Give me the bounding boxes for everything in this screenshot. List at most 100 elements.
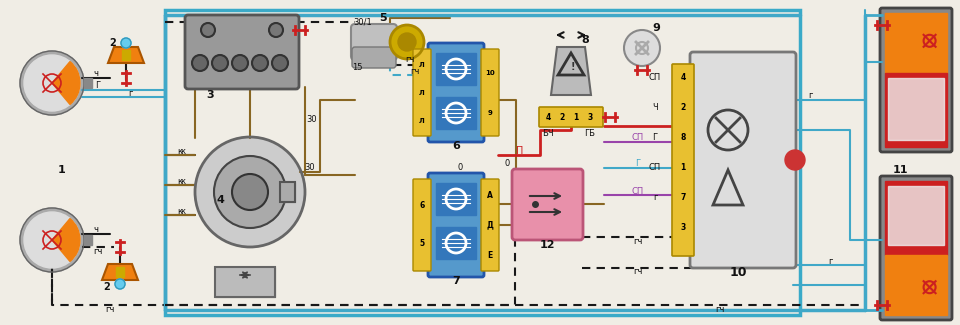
Text: 2: 2: [104, 282, 110, 292]
Text: 15: 15: [351, 62, 362, 72]
FancyBboxPatch shape: [539, 107, 603, 127]
Circle shape: [252, 55, 268, 71]
Text: Г: Г: [636, 160, 640, 168]
FancyBboxPatch shape: [413, 49, 431, 136]
Circle shape: [785, 150, 805, 170]
Text: гч: гч: [93, 248, 103, 256]
Polygon shape: [108, 47, 144, 63]
Text: 10: 10: [730, 266, 747, 280]
Bar: [436, 53, 476, 85]
Bar: [215, 267, 275, 297]
FancyBboxPatch shape: [428, 173, 484, 277]
Circle shape: [214, 156, 286, 228]
Text: г: г: [128, 88, 132, 98]
Text: к: к: [178, 176, 182, 186]
Text: Д: Д: [487, 220, 493, 229]
Circle shape: [201, 23, 215, 37]
FancyBboxPatch shape: [351, 24, 397, 60]
Text: Е: Е: [488, 251, 492, 259]
Text: СП: СП: [649, 162, 661, 172]
Text: 5: 5: [420, 239, 424, 248]
Text: 10: 10: [485, 70, 494, 76]
Bar: [280, 182, 295, 202]
Text: г: г: [807, 92, 812, 100]
Text: СП: СП: [649, 72, 661, 82]
Text: Г: Г: [95, 82, 101, 90]
Circle shape: [20, 51, 84, 115]
Polygon shape: [102, 264, 138, 280]
Text: 7: 7: [681, 192, 685, 202]
Bar: [436, 97, 476, 129]
Circle shape: [269, 23, 283, 37]
Text: 0: 0: [504, 160, 510, 168]
Circle shape: [20, 208, 84, 272]
Text: !: !: [571, 62, 575, 72]
Bar: [885, 181, 947, 255]
Text: ГБ: ГБ: [585, 129, 595, 138]
Bar: [888, 78, 944, 140]
Text: 9: 9: [652, 23, 660, 33]
Text: к: к: [180, 206, 185, 215]
Circle shape: [24, 212, 80, 268]
Text: 4: 4: [545, 112, 551, 122]
Text: А: А: [487, 190, 492, 200]
Text: гч: гч: [715, 305, 725, 314]
Text: 6: 6: [420, 201, 424, 210]
Polygon shape: [551, 47, 591, 95]
Circle shape: [115, 279, 125, 289]
Circle shape: [212, 55, 228, 71]
Bar: [885, 73, 947, 147]
Text: Л: Л: [420, 62, 425, 68]
Text: 2: 2: [681, 102, 685, 111]
Text: 0: 0: [457, 163, 463, 173]
Text: г: г: [653, 192, 658, 202]
Text: БЧ: БЧ: [542, 129, 554, 138]
Bar: [122, 50, 130, 60]
Circle shape: [121, 38, 131, 48]
Text: П: П: [516, 146, 524, 156]
Circle shape: [195, 137, 305, 247]
Text: гч: гч: [410, 67, 420, 75]
Text: 30/1: 30/1: [353, 18, 372, 27]
Bar: [165, 10, 800, 315]
Text: к: к: [178, 147, 182, 155]
Text: ч: ч: [93, 70, 99, 79]
Circle shape: [232, 55, 248, 71]
FancyBboxPatch shape: [185, 15, 299, 89]
Text: Г: Г: [653, 133, 658, 141]
Text: 2: 2: [109, 38, 116, 48]
Circle shape: [272, 55, 288, 71]
Text: 1: 1: [59, 165, 66, 175]
FancyBboxPatch shape: [481, 49, 499, 136]
Text: 2: 2: [560, 112, 564, 122]
Bar: [215, 267, 275, 297]
Text: ч: ч: [93, 226, 99, 235]
Text: СП: СП: [632, 187, 644, 196]
Circle shape: [192, 55, 208, 71]
Circle shape: [624, 30, 660, 66]
Text: 3: 3: [206, 90, 214, 100]
Text: 4: 4: [216, 195, 224, 205]
Text: 3: 3: [681, 223, 685, 231]
Bar: [436, 227, 476, 259]
Text: 5: 5: [379, 13, 387, 23]
FancyBboxPatch shape: [413, 179, 431, 271]
Text: 3: 3: [588, 112, 592, 122]
Bar: [885, 255, 947, 315]
Text: гч: гч: [634, 237, 642, 245]
FancyBboxPatch shape: [512, 169, 583, 240]
Text: 8: 8: [681, 133, 685, 141]
Text: 30: 30: [304, 163, 315, 173]
Text: 6: 6: [452, 141, 460, 151]
Text: г: г: [828, 256, 832, 266]
Text: к: к: [178, 206, 182, 215]
FancyBboxPatch shape: [690, 52, 796, 268]
Wedge shape: [52, 61, 80, 104]
Bar: [436, 183, 476, 215]
Text: Ч: Ч: [652, 102, 658, 111]
Text: Л: Л: [420, 90, 425, 96]
FancyBboxPatch shape: [880, 176, 952, 320]
Circle shape: [24, 55, 80, 111]
Circle shape: [390, 25, 424, 59]
FancyBboxPatch shape: [428, 43, 484, 142]
